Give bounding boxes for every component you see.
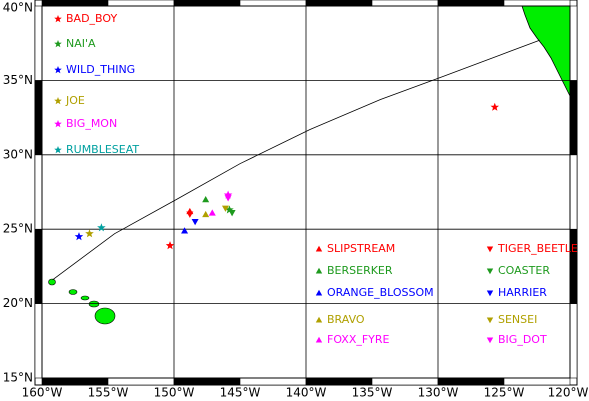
x-tick-label: 145°W (220, 386, 261, 400)
legend-symbol (486, 268, 494, 275)
legend-label: BIG_DOT (498, 333, 547, 346)
frame-bar (437, 377, 505, 386)
legend-label: BERSERKER (327, 264, 393, 277)
frame-bar (41, 377, 109, 386)
x-tick-label: 120°W (548, 386, 589, 400)
legend-label: RUMBLESEAT (66, 143, 139, 156)
island (68, 289, 78, 295)
legend-label: FOXX_FYRE (327, 333, 390, 346)
island (94, 307, 116, 325)
x-tick-label: 125°W (484, 386, 525, 400)
boat-marker (165, 241, 175, 250)
frame-bar (371, 0, 439, 7)
boat-marker (225, 205, 234, 214)
frame-bar (569, 154, 578, 230)
route-line (52, 39, 540, 281)
y-tick-label: 30°N (3, 147, 33, 161)
legend-symbol (54, 15, 62, 23)
frame-bar (371, 377, 439, 386)
legend-label: ORANGE_BLOSSOM (327, 286, 434, 299)
boat-marker (490, 102, 499, 111)
frame-bar (41, 0, 109, 7)
boat-marker (223, 190, 233, 199)
y-tick-label: 25°N (3, 222, 33, 236)
boat-marker (202, 195, 210, 203)
frame-bar (569, 80, 578, 156)
frame-bar (305, 0, 373, 7)
frame-bar (34, 228, 43, 304)
frame-bar (305, 377, 373, 386)
frame-bar (569, 5, 578, 81)
legend-label: SLIPSTREAM (327, 242, 395, 255)
boat-marker (191, 218, 199, 226)
legend-symbol (315, 267, 323, 274)
legend-symbol (486, 290, 494, 297)
legend-symbol (315, 245, 323, 252)
legend-symbol (54, 120, 62, 128)
x-tick-label: 150°W (154, 386, 195, 400)
boat-marker (181, 227, 189, 234)
legend-label: NAI'A (66, 37, 96, 50)
legend-label: JOE (65, 94, 85, 107)
y-tick-label: 20°N (3, 296, 33, 310)
island (48, 278, 56, 286)
boat-marker (208, 209, 216, 216)
legend-symbol (54, 146, 62, 154)
legend-symbol (54, 66, 62, 74)
y-tick-label: 40°N (3, 1, 33, 15)
legend-label: SENSEI (498, 313, 537, 326)
boat-marker (186, 211, 194, 218)
legend-symbol (486, 337, 494, 344)
frame-bar (173, 0, 241, 7)
x-tick-label: 135°W (352, 386, 393, 400)
boat-marker (224, 195, 232, 202)
frame-bar (569, 228, 578, 304)
legend-label: WILD_THING (66, 63, 135, 76)
legend-label: BAD_BOY (66, 12, 117, 25)
legend-label: TIGER_BEETLE (497, 242, 578, 255)
y-tick-label: 15°N (3, 371, 33, 385)
legend-label: HARRIER (498, 286, 547, 299)
boat-marker (74, 232, 84, 241)
boat-marker (202, 210, 210, 218)
boat-marker (228, 210, 236, 217)
legend-label: BRAVO (327, 313, 365, 326)
legend-label: COASTER (498, 264, 550, 277)
frame-bar (34, 303, 43, 379)
boat-marker (85, 229, 94, 238)
island (80, 295, 90, 301)
frame-bar (107, 377, 175, 386)
frame-bar (239, 377, 307, 386)
x-tick-label: 130°W (418, 386, 459, 400)
legend-symbol (54, 97, 62, 105)
y-tick-label: 35°N (3, 73, 33, 87)
frame-bar (569, 303, 578, 379)
boat-marker (221, 205, 229, 212)
frame-bar (34, 154, 43, 230)
legend-symbol (315, 316, 323, 323)
frame-bar (173, 377, 241, 386)
x-tick-label: 160°W (22, 386, 63, 400)
frame-bar (503, 377, 571, 386)
legend-symbol (486, 317, 494, 324)
frame-bar (107, 0, 175, 7)
legend-symbol (315, 336, 323, 343)
legend-symbol (315, 289, 323, 296)
x-tick-label: 155°W (88, 386, 129, 400)
frame-bar (34, 80, 43, 156)
legend-symbol (54, 40, 62, 48)
frame-bar (503, 0, 571, 7)
legend-label: BIG_MON (66, 117, 117, 130)
frame-bar (437, 0, 505, 7)
boat-marker (97, 223, 106, 232)
frame-bar (34, 5, 43, 81)
legend-symbol (486, 246, 494, 253)
frame-bar (239, 0, 307, 7)
x-tick-label: 140°W (286, 386, 327, 400)
